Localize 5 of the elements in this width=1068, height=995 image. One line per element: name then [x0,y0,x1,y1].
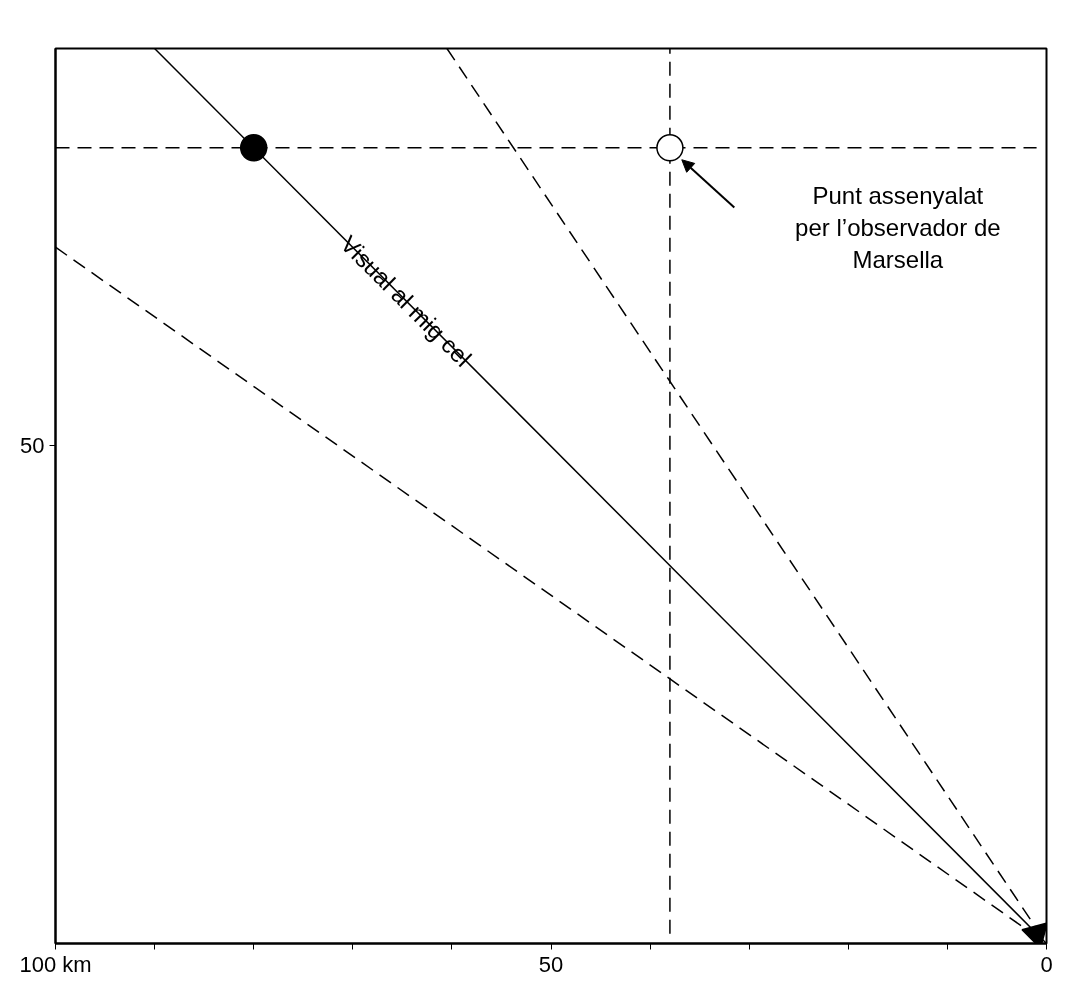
x-tick-label: 100 km [19,951,92,977]
x-tick-label: 50 [538,951,564,977]
x-tick-label: 0 [1040,951,1053,977]
annotation: Punt assenyalat per l’observador de Marsella [795,181,1001,274]
text: 50 [20,433,45,459]
